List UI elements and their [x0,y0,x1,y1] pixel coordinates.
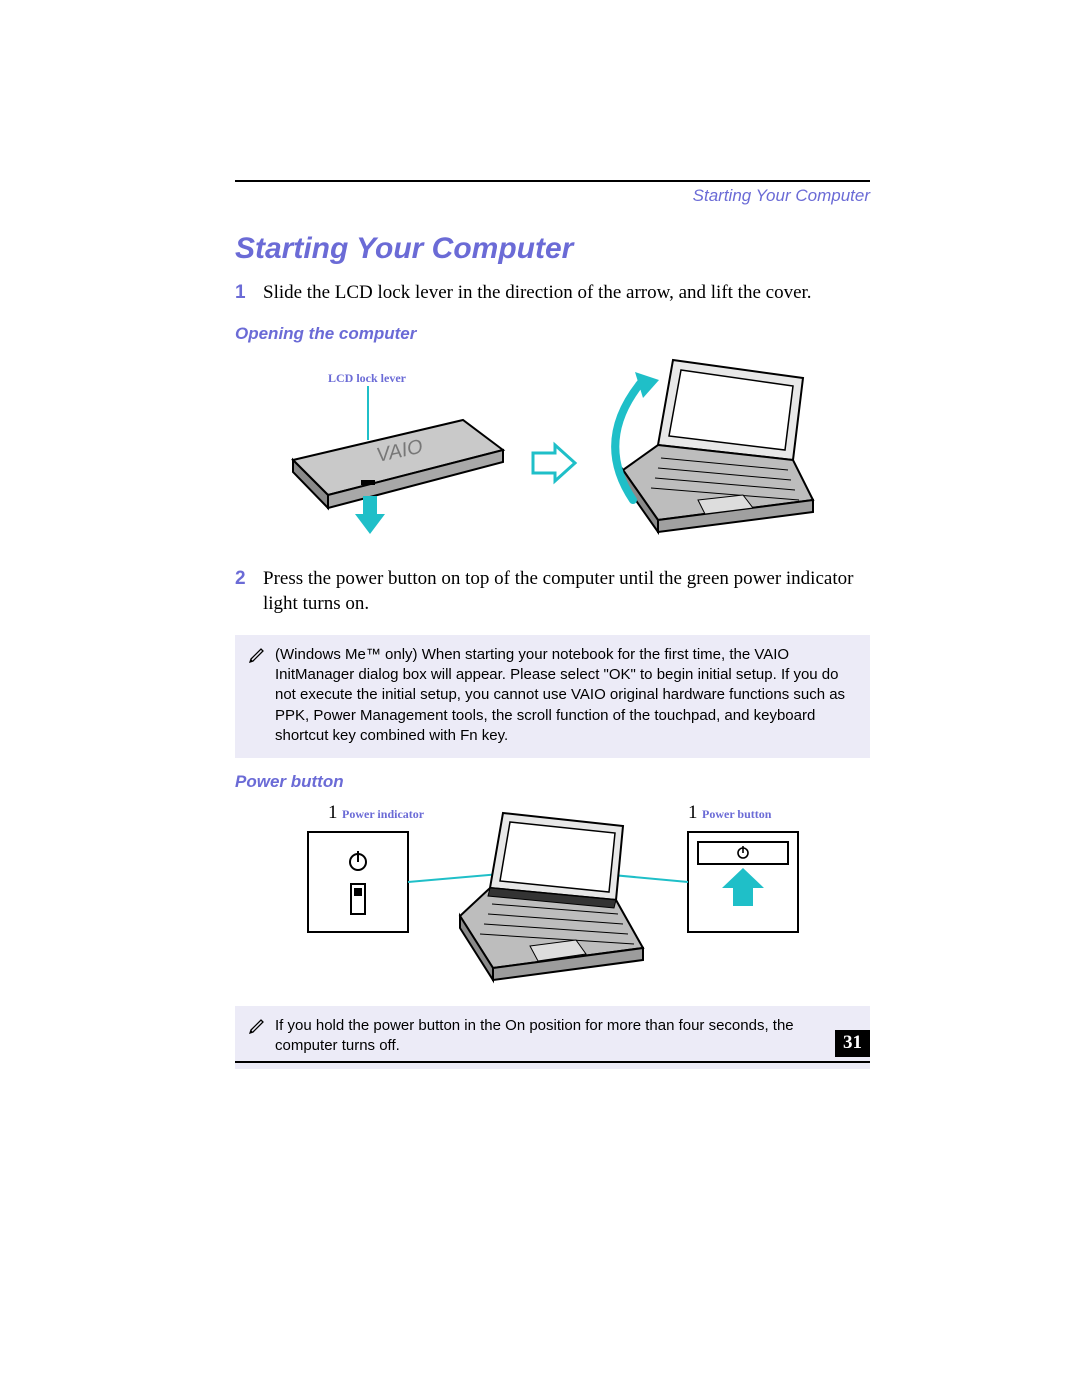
power-indicator-detail [308,832,408,932]
figure-2-heading: Power button [235,772,870,792]
page-number: 31 [835,1030,870,1057]
svg-text:1: 1 [688,802,698,823]
callout-lcd-lock-lever: LCD lock lever [328,371,407,385]
step-text: Slide the LCD lock lever in the directio… [263,280,870,306]
closed-laptop-icon: VAIO [293,420,503,508]
bottom-rule [235,1061,870,1063]
step-number: 2 [235,566,263,617]
note-text: If you hold the power button in the On p… [275,1016,856,1057]
running-header: Starting Your Computer [235,186,870,206]
pencil-icon [249,645,271,746]
step-number: 1 [235,280,263,306]
note-text: (Windows Me™ only) When starting your no… [275,645,856,746]
pencil-icon [249,1016,271,1057]
laptop-power-icon [460,813,643,980]
latch-arrow-icon [355,496,385,534]
svg-text:1: 1 [328,802,338,823]
step-2: 2 Press the power button on top of the c… [235,566,870,617]
figure-opening-computer: LCD lock lever VAIO [235,350,870,560]
note-hold-power: If you hold the power button in the On p… [235,1006,870,1069]
document-page: Starting Your Computer Starting Your Com… [0,0,1080,1397]
top-rule [235,180,870,182]
note-init-manager: (Windows Me™ only) When starting your no… [235,635,870,758]
callout-power-button: Power button [702,807,772,821]
figure-1-heading: Opening the computer [235,324,870,344]
right-arrow-icon [533,445,575,481]
callout-power-indicator: Power indicator [342,807,425,821]
step-1: 1 Slide the LCD lock lever in the direct… [235,280,870,306]
page-title: Starting Your Computer [235,232,870,266]
figure-power-button: 1 Power indicator 1 Power button [235,798,870,998]
power-button-detail [688,832,798,932]
step-text: Press the power button on top of the com… [263,566,870,617]
open-laptop-icon [615,360,813,532]
